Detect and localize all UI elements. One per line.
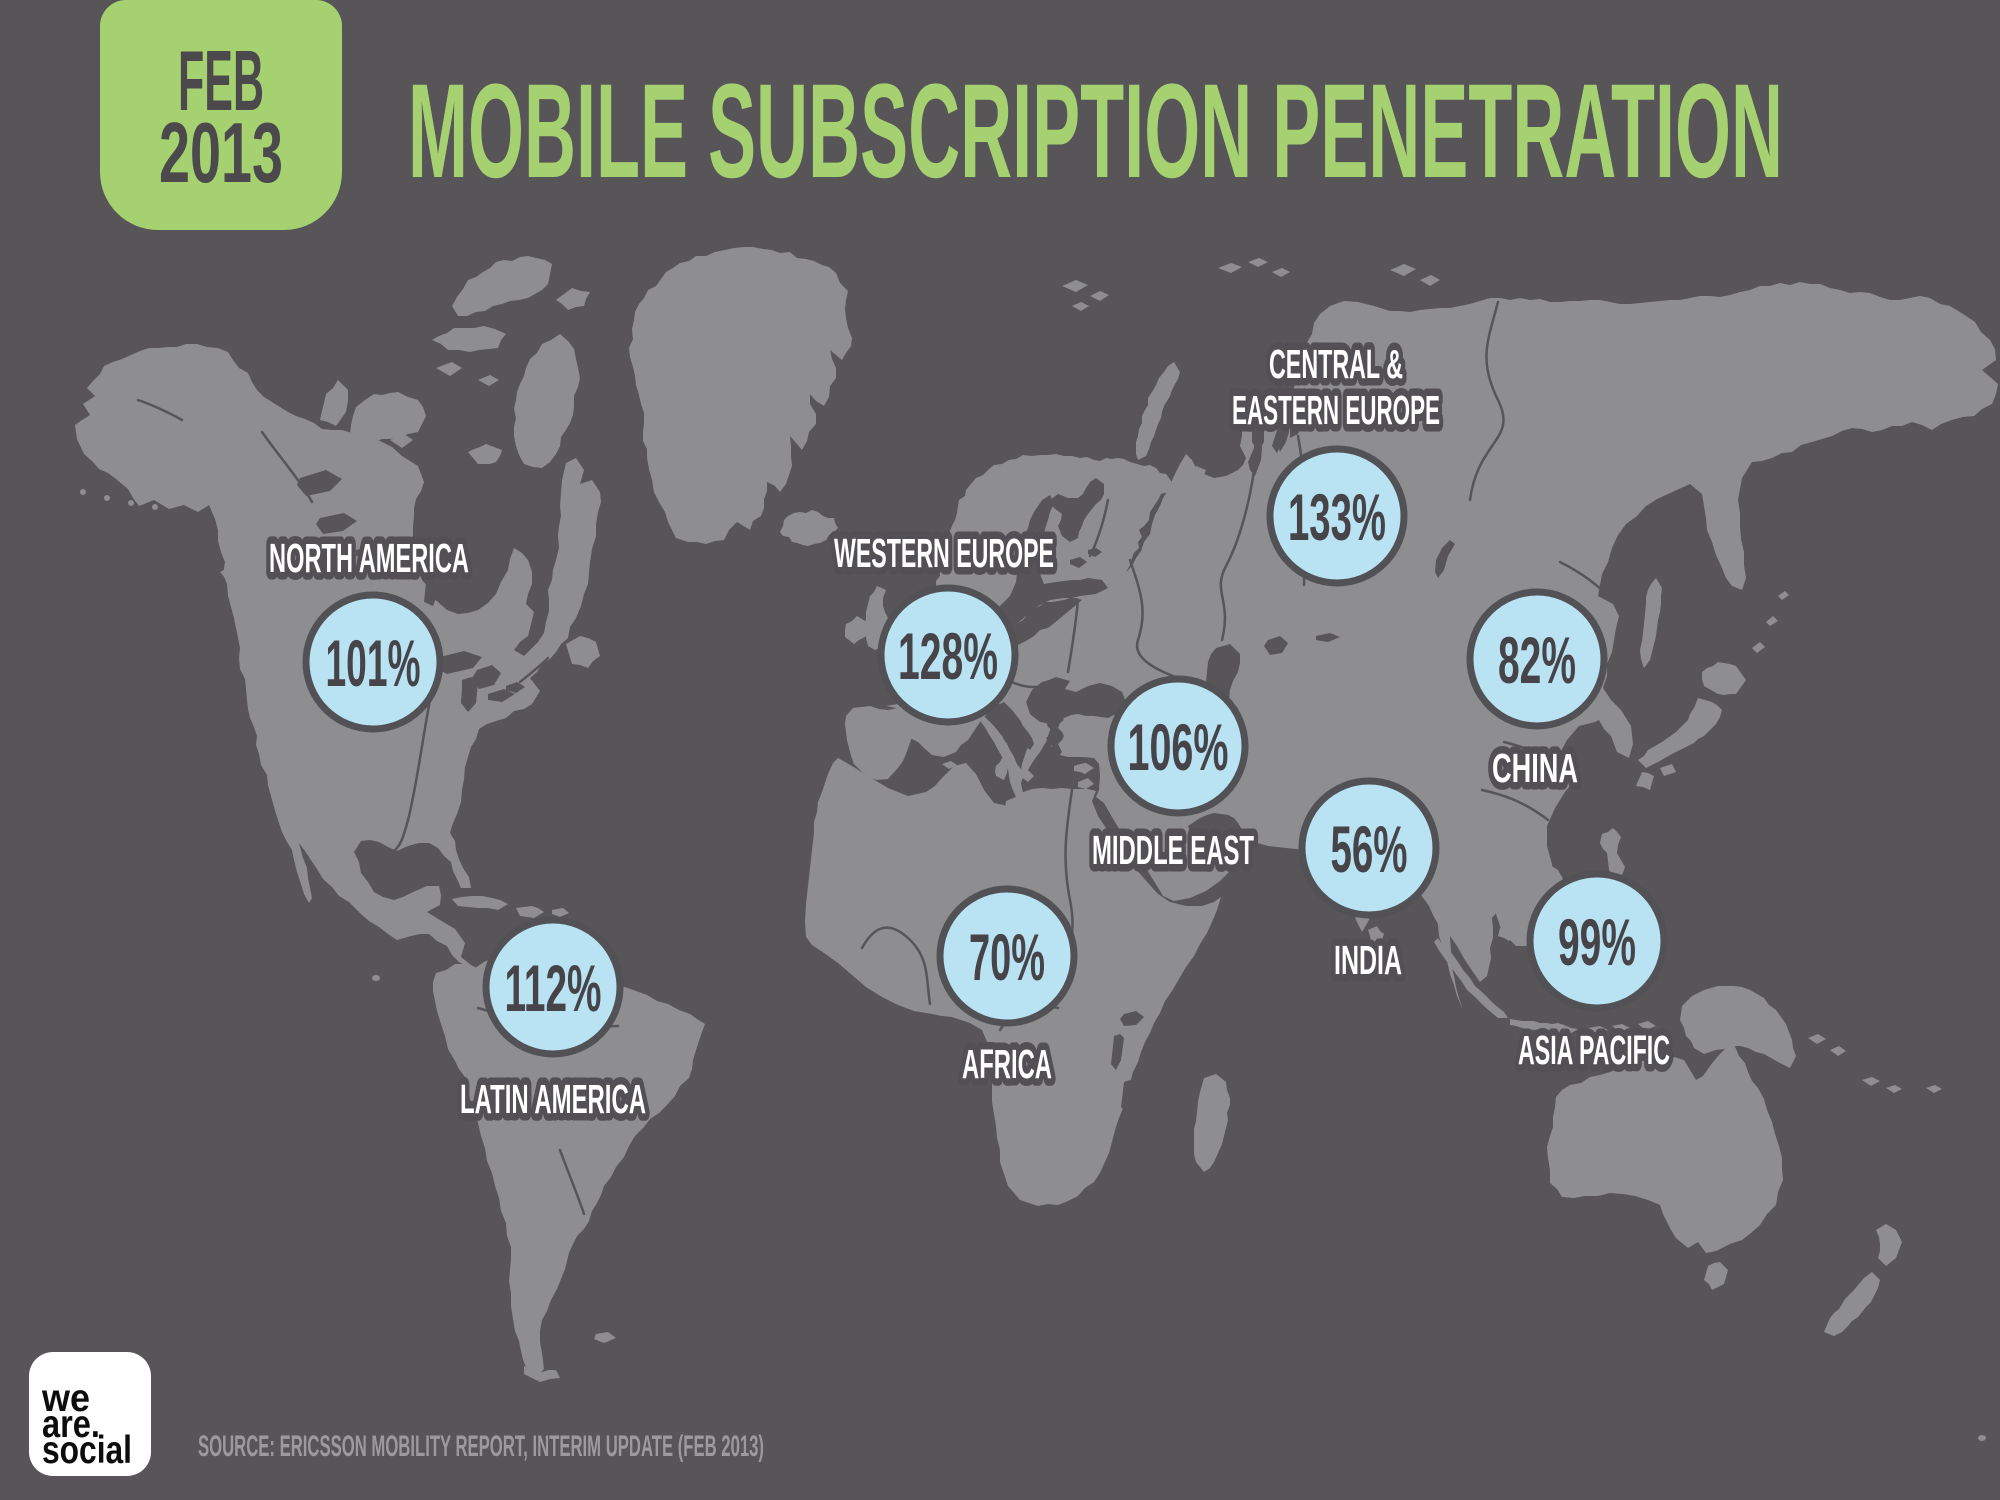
svg-text:70%: 70% — [969, 920, 1045, 994]
svg-text:MIDDLE EAST: MIDDLE EAST — [1092, 827, 1254, 873]
svg-text:CENTRAL &: CENTRAL & — [1269, 341, 1403, 387]
svg-text:we: we — [41, 1377, 90, 1420]
svg-text:CHINA: CHINA — [1492, 745, 1578, 791]
svg-text:SOURCE: ERICSSON MOBILITY REPO: SOURCE: ERICSSON MOBILITY REPORT, INTERI… — [198, 1430, 764, 1463]
svg-text:133%: 133% — [1288, 480, 1386, 554]
svg-text:2013: 2013 — [159, 106, 283, 201]
svg-text:99%: 99% — [1558, 905, 1636, 979]
svg-text:128%: 128% — [898, 619, 998, 693]
svg-text:social: social — [42, 1429, 132, 1472]
svg-text:112%: 112% — [505, 951, 602, 1025]
svg-text:EASTERN EUROPE: EASTERN EUROPE — [1232, 387, 1440, 433]
svg-text:ASIA PACIFIC: ASIA PACIFIC — [1518, 1027, 1670, 1073]
svg-text:LATIN AMERICA: LATIN AMERICA — [460, 1076, 646, 1122]
svg-text:MOBILE SUBSCRIPTION PENETRATIO: MOBILE SUBSCRIPTION PENETRATION — [408, 57, 1783, 206]
svg-text:FEB: FEB — [178, 34, 264, 129]
svg-text:101%: 101% — [326, 626, 421, 700]
svg-text:WESTERN EUROPE: WESTERN EUROPE — [834, 530, 1054, 576]
svg-text:INDIA: INDIA — [1334, 937, 1402, 983]
svg-text:106%: 106% — [1128, 710, 1229, 784]
svg-text:AFRICA: AFRICA — [962, 1041, 1052, 1087]
svg-text:are.: are. — [42, 1403, 100, 1446]
svg-text:82%: 82% — [1498, 623, 1576, 697]
svg-text:56%: 56% — [1331, 812, 1408, 886]
svg-text:NORTH AMERICA: NORTH AMERICA — [269, 535, 469, 581]
